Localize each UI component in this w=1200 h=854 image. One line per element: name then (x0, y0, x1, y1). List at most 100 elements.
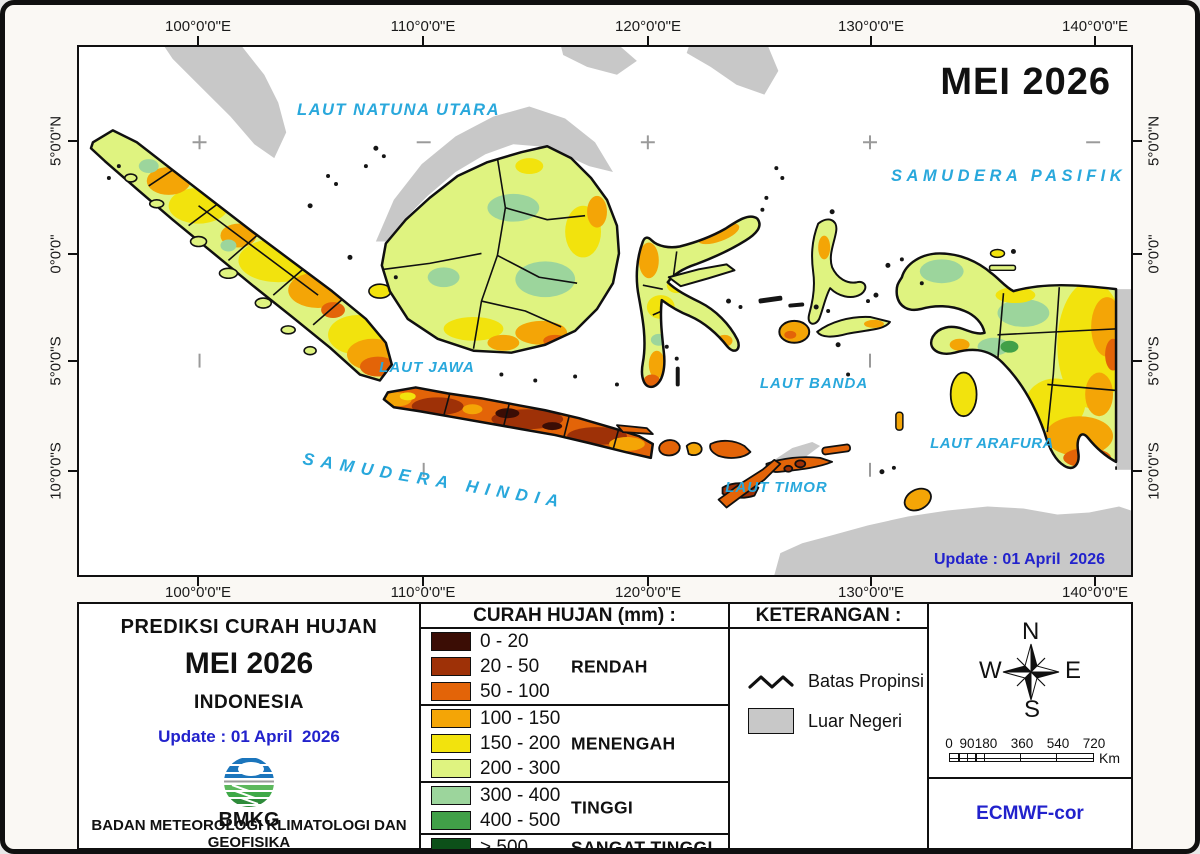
legend-row: > 500 (421, 835, 728, 849)
tick (197, 36, 199, 45)
legend-range: 50 - 100 (480, 680, 550, 702)
tick (647, 36, 649, 45)
legend-title: CURAH HUJAN (mm) : (421, 604, 728, 629)
foreign-land-swatch (748, 708, 794, 734)
axis-label-lon: 110°0'0"E (390, 584, 456, 601)
legend-panels: PREDIKSI CURAH HUJAN MEI 2026 INDONESIA … (77, 602, 1133, 849)
tick (68, 470, 77, 472)
axis-label-lon: 100°0'0"E (165, 18, 231, 35)
info-region: INDONESIA (193, 692, 305, 713)
compass-north-label: N (1022, 618, 1040, 645)
scalebar-tick: 90 (959, 736, 975, 751)
axis-label-lon: 140°0'0"E (1062, 584, 1128, 601)
agency-name: BADAN METEOROLOGI KLIMATOLOGI DAN GEOFIS… (91, 817, 407, 851)
legend-range: 400 - 500 (480, 809, 561, 831)
tick (647, 577, 649, 586)
legend-range: 0 - 20 (480, 630, 529, 652)
province-border-icon (748, 674, 794, 689)
map-frame: MEI 2026 LAUT NATUNA UTARA SAMUDERA PASI… (77, 45, 1133, 577)
legend-range: 200 - 300 (480, 757, 561, 779)
sea-label-timor: LAUT TIMOR (725, 479, 828, 496)
legend-swatch (431, 811, 471, 830)
axis-label-lon: 120°0'0"E (615, 18, 681, 35)
tick (870, 577, 872, 586)
tick (68, 360, 77, 362)
tick (1133, 140, 1142, 142)
legend-swatch (431, 759, 471, 778)
tick (1133, 253, 1142, 255)
island-sumatra (89, 129, 421, 382)
islands-maluku (778, 218, 978, 431)
keterangan-panel: KETERANGAN : Batas Propinsi Luar Negeri (728, 604, 927, 849)
legend-group-label: TINGGI (571, 797, 634, 818)
legend-group-tinggi: 300 - 400 400 - 500 TINGGI (421, 781, 728, 833)
tick (68, 140, 77, 142)
sea-label-pasifik: SAMUDERA PASIFIK (891, 167, 1127, 185)
info-update-note: Update : 01 April 2026 (158, 727, 340, 746)
axis-label-lat: 5°0'0"S (47, 336, 65, 386)
foreign-land-label: Luar Negeri (808, 710, 903, 731)
legend-swatch (431, 632, 471, 651)
sea-label-banda: LAUT BANDA (759, 375, 869, 392)
legend-group-sangat-tinggi: > 500 SANGAT TINGGI (421, 833, 728, 854)
legend-swatch (431, 682, 471, 701)
tick (422, 577, 424, 586)
map-canvas (89, 47, 1131, 575)
legend-swatch (431, 709, 471, 728)
legend-range: 20 - 50 (480, 655, 540, 677)
tick (1133, 470, 1142, 472)
sea-label-arafura: LAUT ARAFURA (930, 435, 1054, 452)
axis-label-lat: 5°0'0"N (47, 115, 65, 167)
agency-abbr: BMKG (218, 809, 280, 831)
legend-row: 300 - 400 (421, 783, 728, 808)
axis-label-lat: 5°0'0"N (1145, 115, 1163, 167)
island-kalimantan (380, 145, 621, 354)
scalebar-tick: 720 (1082, 736, 1106, 751)
info-period: MEI 2026 (184, 647, 314, 680)
legend-group-label: SANGAT TINGGI (571, 837, 713, 854)
tick (870, 36, 872, 45)
tick (422, 36, 424, 45)
legend-range: 300 - 400 (480, 784, 561, 806)
scalebar-tick: 360 (1010, 736, 1034, 751)
keterangan-item-foreign: Luar Negeri (748, 708, 927, 734)
scalebar-tick: 180 (974, 736, 998, 751)
legend-row: 150 - 200 (421, 731, 728, 756)
axis-label-lon: 140°0'0"E (1062, 18, 1128, 35)
legend-group-menengah: 100 - 150 150 - 200 200 - 300 MENENGAH (421, 704, 728, 781)
legend-row: 50 - 100 (421, 679, 728, 704)
axis-label-lat: 5°0'0"S (1145, 336, 1163, 386)
legend-swatch (431, 786, 471, 805)
axis-label-lon: 120°0'0"E (615, 584, 681, 601)
province-border-label: Batas Propinsi (808, 671, 925, 691)
scalebar-tick: 0 (945, 736, 953, 751)
tick (1094, 577, 1096, 586)
tick (1133, 360, 1142, 362)
map-update-note: Update : 01 April 2026 (933, 551, 1105, 568)
island-papua (895, 248, 1118, 470)
info-panel: PREDIKSI CURAH HUJAN MEI 2026 INDONESIA … (79, 604, 419, 851)
keterangan-item-province: Batas Propinsi (748, 671, 927, 692)
legend-row: 100 - 150 (421, 706, 728, 731)
legend-swatch (431, 657, 471, 676)
graticule-marks (192, 135, 1101, 477)
legend-group-label: RENDAH (571, 656, 648, 676)
sea-label-jawa: LAUT JAWA (379, 359, 475, 376)
axis-label-lat: 10°0'0"S (1145, 442, 1163, 500)
island-java (382, 386, 655, 460)
legend-row: 200 - 300 (421, 756, 728, 781)
axis-label-lon: 130°0'0"E (838, 18, 904, 35)
island-sulawesi (635, 215, 761, 389)
bmkg-logo (224, 757, 274, 807)
legend-row: 0 - 20 (421, 629, 728, 654)
axis-label-lat: 0°0'0" (1145, 234, 1163, 274)
compass-east-label: E (1065, 657, 1082, 684)
map-title: MEI 2026 (940, 61, 1111, 103)
legend-swatch (431, 838, 471, 849)
legend-group-rendah: 0 - 20 20 - 50 50 - 100 RENDAH (421, 629, 728, 704)
sea-label-natuna: LAUT NATUNA UTARA (297, 101, 500, 119)
axis-label-lat: 10°0'0"S (47, 442, 65, 500)
legend-group-label: MENENGAH (571, 733, 676, 753)
legend-range: 150 - 200 (480, 732, 561, 754)
